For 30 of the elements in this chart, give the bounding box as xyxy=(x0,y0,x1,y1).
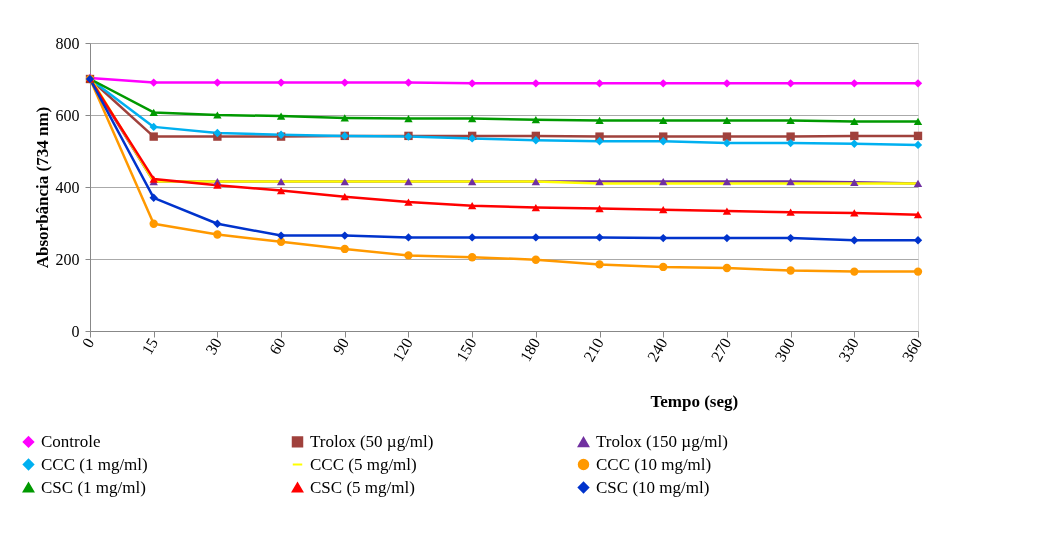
x-tick-label: 120 xyxy=(389,335,416,365)
legend-label: CCC (10 mg/ml) xyxy=(596,454,712,474)
x-tick-label: 150 xyxy=(452,335,480,365)
legend-label: Trolox (150 µg/ml) xyxy=(596,432,728,452)
x-tick-label: 30 xyxy=(202,335,225,358)
x-tick-label: 210 xyxy=(580,335,607,365)
x-axis-title: Tempo (seg) xyxy=(650,391,739,411)
legend-label: Controle xyxy=(41,431,101,451)
y-tick-label: 800 xyxy=(55,34,80,52)
legend-label: CSC (5 mg/ml) xyxy=(310,477,415,497)
y-axis-title: Absorbância (734 nm) xyxy=(32,106,52,269)
x-tick-label: 90 xyxy=(329,335,353,358)
legend-label: CCC (1 mg/ml) xyxy=(41,454,148,474)
x-tick-label: 180 xyxy=(516,335,544,365)
legend-label: CSC (10 mg/ml) xyxy=(596,477,710,497)
x-tick-label: 330 xyxy=(835,335,862,365)
x-tick-label: 240 xyxy=(643,335,671,365)
y-tick-label: 0 xyxy=(71,322,80,340)
x-tick-label: 270 xyxy=(707,335,735,365)
y-tick-label: 200 xyxy=(55,250,80,268)
legend-label: CSC (1 mg/ml) xyxy=(41,477,146,497)
x-tick-label: 300 xyxy=(771,335,799,365)
y-tick-label: 600 xyxy=(55,106,80,124)
x-tick-label: 60 xyxy=(265,335,289,358)
x-tick-label: 360 xyxy=(898,335,926,365)
y-tick-label: 400 xyxy=(55,178,80,196)
legend-label: CCC (5 mg/ml) xyxy=(310,454,417,474)
legend-label: Trolox (50 µg/ml) xyxy=(310,431,434,451)
x-tick-label: 15 xyxy=(138,335,162,358)
x-tick-label: 0 xyxy=(78,335,98,351)
